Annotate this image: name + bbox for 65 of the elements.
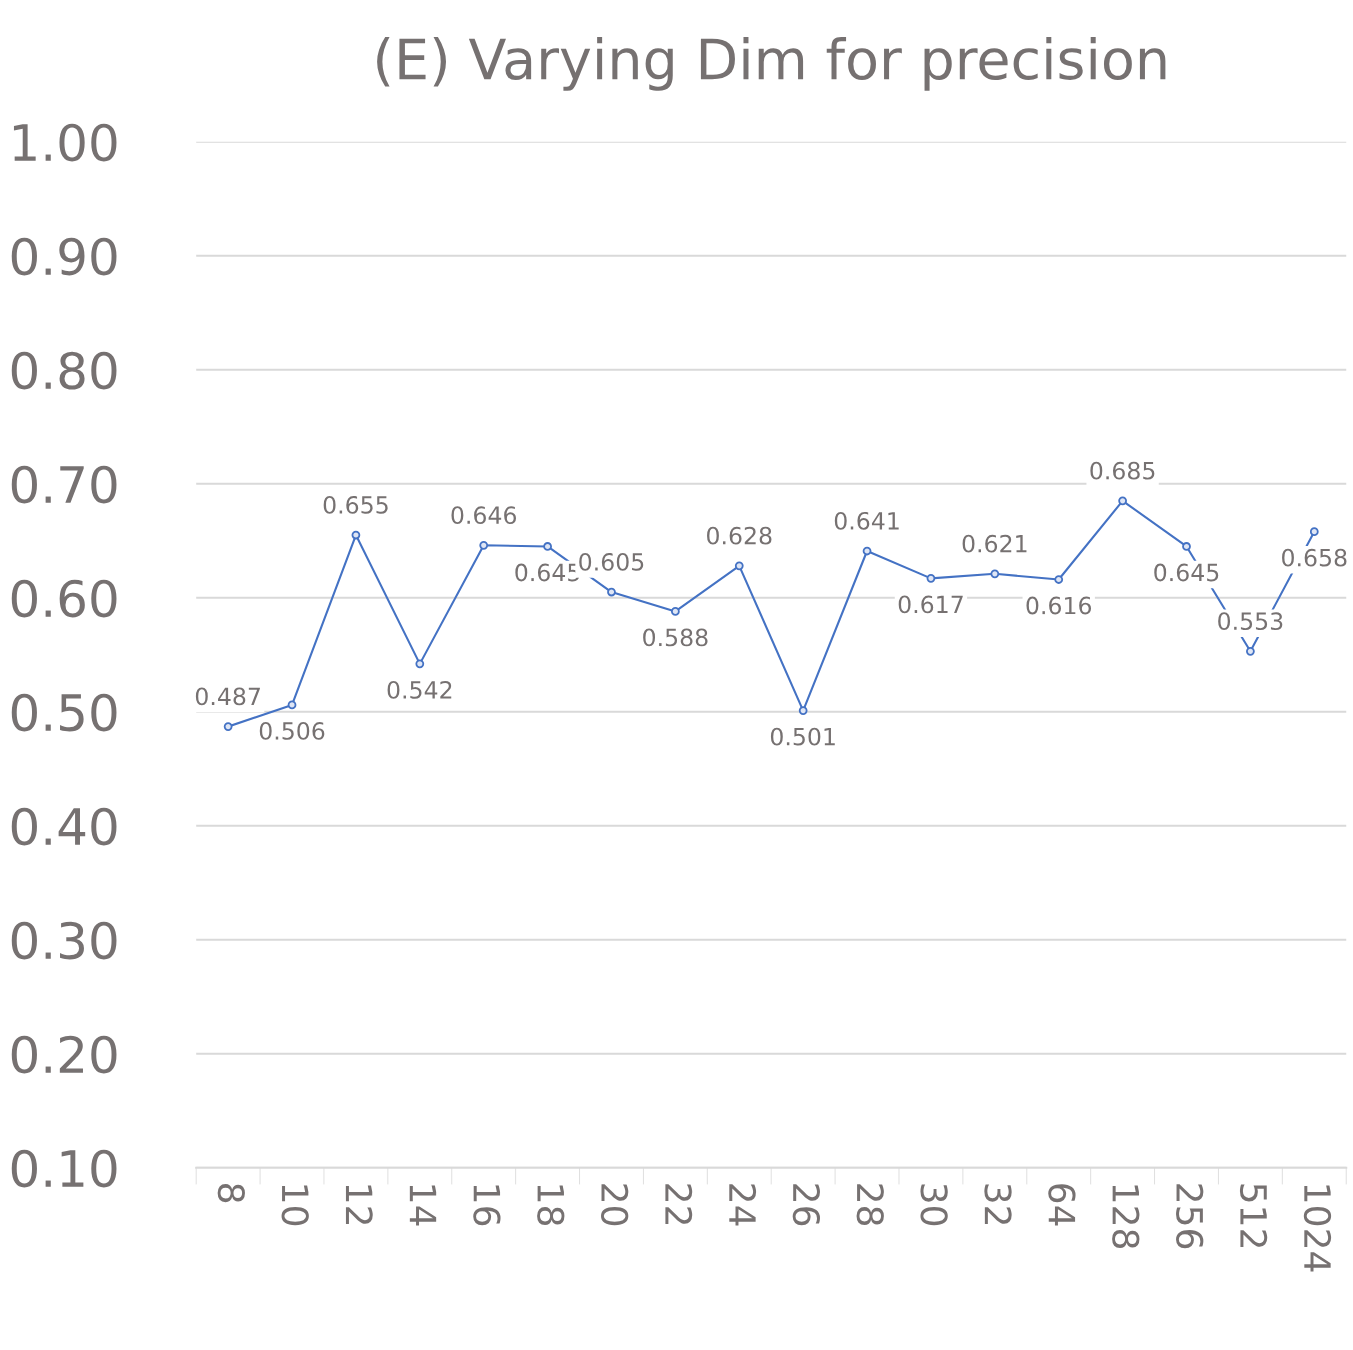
point — [1309, 527, 1319, 537]
data-label: 0.542 — [387, 680, 452, 699]
y-tick-label: 0.90 — [11, 237, 117, 276]
data-label: 0.588 — [643, 628, 708, 647]
point — [1118, 496, 1127, 506]
data-label: 0.617 — [898, 595, 963, 614]
x-tick-label: 18 — [537, 1185, 565, 1226]
data-label: 0.658 — [1282, 548, 1347, 567]
x-tick-label: 256 — [1176, 1184, 1204, 1249]
x-tick-label: 30 — [920, 1184, 948, 1226]
data-label: 0.501 — [770, 727, 835, 746]
point — [990, 569, 1000, 579]
chart-title: (E) Varying Dim for precision — [377, 37, 1166, 91]
point — [734, 561, 744, 571]
x-tick-label: 32 — [984, 1184, 1012, 1224]
y-tick-label: 0.20 — [11, 1035, 117, 1074]
point — [415, 659, 425, 669]
data-label: 0.641 — [834, 511, 899, 530]
x-tick-label: 8 — [217, 1184, 245, 1203]
y-tick-label: 0.50 — [11, 693, 117, 732]
x-tick-label: 20 — [601, 1184, 629, 1226]
x-tick-label: 64 — [1048, 1184, 1076, 1226]
point — [670, 607, 680, 616]
x-tick-label: 12 — [345, 1185, 373, 1224]
y-tick-label: 0.60 — [11, 579, 117, 618]
x-tick-label: 24 — [729, 1184, 757, 1226]
x-tick-label: 10 — [281, 1185, 309, 1226]
x-tick-label: 26 — [792, 1184, 820, 1226]
data-label: 0.605 — [579, 552, 644, 571]
point — [798, 706, 808, 715]
point — [862, 546, 872, 556]
point — [1054, 575, 1064, 584]
y-tick-label: 1.00 — [13, 123, 117, 162]
data-label: 0.506 — [259, 721, 325, 740]
point — [479, 540, 489, 550]
x-tick-label: 512 — [1239, 1184, 1268, 1247]
x-tick-label: 28 — [856, 1184, 884, 1226]
x-tick-label: 22 — [665, 1184, 693, 1224]
y-tick-label: 0.30 — [11, 921, 117, 960]
x-tick-label: 16 — [473, 1185, 501, 1226]
point — [223, 722, 233, 731]
point — [926, 573, 936, 583]
point — [1182, 542, 1191, 551]
data-label: 0.655 — [323, 495, 388, 514]
data-label: 0.621 — [962, 534, 1027, 553]
data-label: 0.616 — [1026, 596, 1092, 615]
x-tick-label: 14 — [409, 1185, 437, 1226]
y-tick-label: 0.10 — [11, 1149, 117, 1188]
point — [1246, 646, 1255, 656]
x-tick-label: 128 — [1112, 1185, 1140, 1249]
point — [607, 587, 616, 597]
point — [351, 530, 361, 540]
data-label: 0.553 — [1218, 612, 1283, 631]
data-label: 0.628 — [707, 526, 772, 545]
x-tick-label: 1024 — [1303, 1185, 1332, 1272]
data-label: 0.645 — [1154, 563, 1219, 582]
y-tick-label: 0.80 — [11, 351, 117, 390]
data-label: 0.646 — [451, 506, 517, 525]
y-tick-label: 0.40 — [11, 807, 117, 846]
point — [287, 700, 297, 710]
data-label: 0.645 — [515, 563, 580, 582]
y-tick-label: 0.70 — [11, 465, 117, 504]
data-label: 0.487 — [195, 687, 260, 706]
point — [543, 542, 552, 551]
data-label: 0.685 — [1090, 461, 1155, 480]
